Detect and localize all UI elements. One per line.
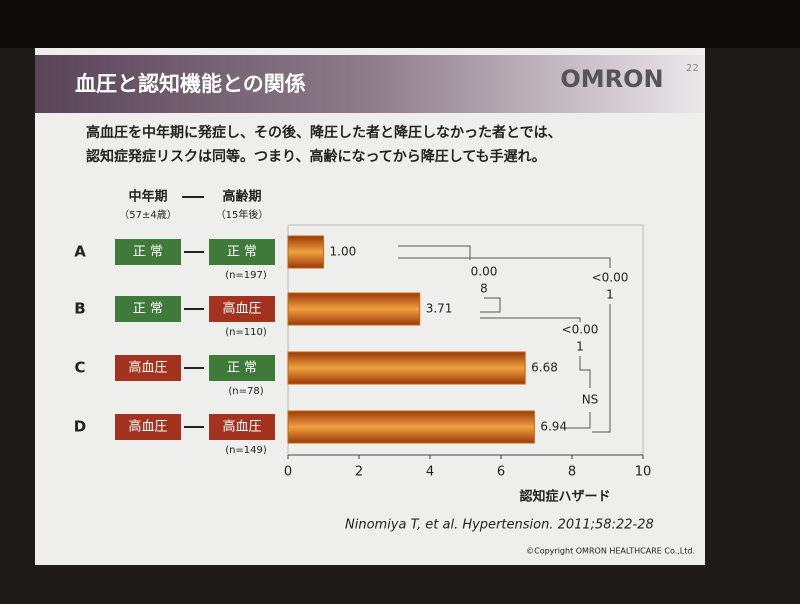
n-label: (n=149): [225, 445, 267, 456]
status-box: [209, 239, 275, 265]
x-tick-label: 0: [284, 465, 292, 480]
description: 高血圧を中年期に発症し、その後、降圧した者と降圧しなかった者とでは、: [86, 124, 562, 141]
status-label: 正 常: [227, 245, 257, 260]
x-tick-label: 4: [426, 465, 434, 480]
status-box: [115, 296, 181, 322]
slide-title: 血圧と認知機能との関係: [75, 72, 306, 96]
category-label: D: [74, 418, 86, 436]
status-box: [209, 355, 275, 381]
p-value: NS: [582, 393, 599, 407]
status-label: 正 常: [133, 245, 163, 260]
column-header: 高齢期: [222, 189, 261, 205]
status-box: [115, 355, 181, 381]
value-label: 6.68: [531, 361, 558, 375]
header-band: [35, 55, 705, 113]
x-tick-label: 2: [355, 465, 363, 480]
backdrop: [0, 0, 800, 48]
status-label: 高血圧: [222, 419, 261, 435]
p-value: 1: [606, 288, 614, 302]
description: 認知症発症リスクは同等。つまり、高齢になってから降圧しても手遅れ。: [86, 148, 546, 165]
p-value: 1: [576, 340, 584, 354]
n-label: (n=110): [225, 327, 267, 338]
x-axis-label: 認知症ハザード: [519, 489, 610, 505]
column-sub: （15年後）: [216, 208, 269, 221]
brackets: [398, 245, 611, 433]
x-tick-label: 8: [568, 465, 576, 480]
value-label: 6.94: [540, 420, 567, 434]
bar: [287, 235, 324, 269]
status-label: 高血圧: [128, 360, 167, 376]
bar: [287, 410, 535, 444]
column-header: 中年期: [128, 189, 167, 205]
p-value: <0.00: [562, 323, 599, 337]
x-tick-label: 10: [635, 465, 652, 480]
logo: OMRON: [560, 65, 663, 93]
status-label: 正 常: [227, 361, 257, 376]
status-label: 正 常: [133, 302, 163, 317]
status-box: [115, 414, 181, 440]
category-label: C: [74, 359, 85, 377]
status-label: 高血圧: [128, 419, 167, 435]
status-label: 高血圧: [222, 301, 261, 317]
value-label: 3.71: [426, 302, 453, 316]
category-label: A: [74, 243, 86, 261]
n-label: (n=197): [225, 270, 267, 281]
p-value: <0.00: [592, 271, 629, 285]
value-label: 1.00: [330, 245, 357, 259]
citation: Ninomiya T, et al. Hypertension. 2011;58…: [345, 518, 654, 533]
page-number: 22: [686, 63, 699, 74]
status-box: [209, 414, 275, 440]
status-box: [115, 239, 181, 265]
bar: [287, 351, 526, 385]
p-value: 0.00: [471, 265, 498, 279]
x-tick-label: 6: [497, 465, 505, 480]
status-box: [209, 296, 275, 322]
n-label: (n=78): [228, 386, 263, 397]
copyright: ©Copyright OMRON HEALTHCARE Co.,Ltd.: [526, 547, 695, 556]
bar: [287, 292, 421, 326]
column-sub: （57±4歳）: [119, 209, 176, 221]
category-label: B: [74, 300, 85, 318]
p-value: 8: [480, 282, 488, 296]
